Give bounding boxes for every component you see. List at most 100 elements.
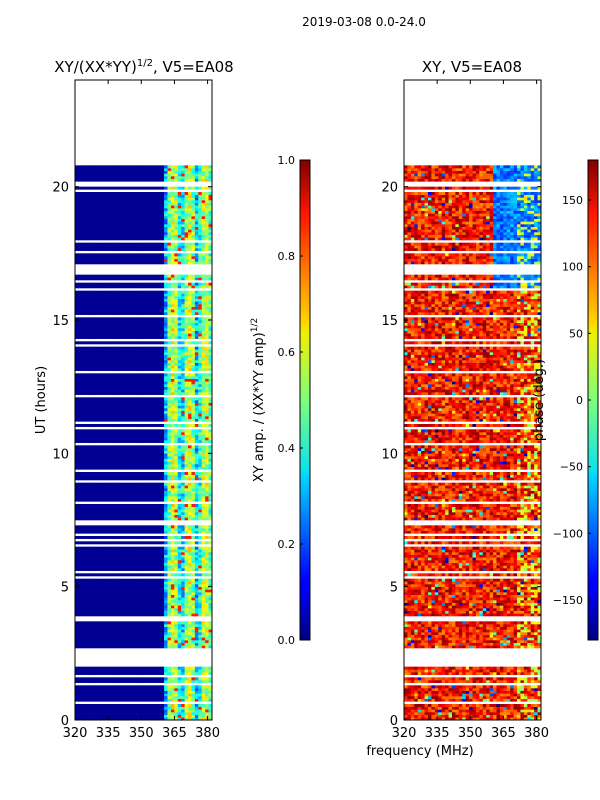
amplitude-cell — [208, 384, 212, 387]
amplitude-cell — [140, 309, 144, 313]
amplitude-cell — [116, 490, 120, 494]
amplitude-cell — [194, 634, 199, 638]
amplitude-cell — [126, 581, 131, 585]
amplitude-cell — [143, 384, 148, 387]
amplitude-cell — [92, 717, 96, 720]
amplitude-cell — [167, 312, 172, 315]
amplitude-cell — [177, 552, 182, 555]
amplitude-cell — [88, 690, 93, 694]
amplitude-cell — [140, 365, 144, 369]
amplitude-cell — [177, 349, 182, 353]
amplitude-cell — [177, 306, 182, 310]
amplitude-cell — [133, 445, 138, 449]
amplitude-cell — [98, 330, 103, 334]
amplitude-cell — [143, 685, 148, 689]
amplitude-cell — [160, 461, 165, 465]
amplitude-cell — [140, 578, 144, 582]
amplitude-cell — [81, 698, 86, 702]
amplitude-cell — [205, 525, 209, 529]
amplitude-cell — [160, 490, 165, 494]
amplitude-cell — [150, 634, 155, 638]
amplitude-cell — [164, 365, 168, 369]
amplitude-cell — [146, 450, 151, 454]
amplitude-cell — [105, 706, 110, 710]
amplitude-cell — [95, 354, 100, 358]
amplitude-cell — [119, 354, 124, 358]
amplitude-cell — [146, 632, 151, 635]
amplitude-cell — [75, 341, 79, 345]
amplitude-cell — [188, 352, 192, 355]
amplitude-cell — [92, 413, 96, 417]
amplitude-cell — [198, 461, 203, 465]
amplitude-cell — [146, 376, 151, 379]
amplitude-cell — [146, 546, 151, 550]
amplitude-cell — [95, 397, 100, 401]
amplitude-cell — [126, 696, 131, 699]
amplitude-cell — [133, 410, 138, 414]
amplitude-cell — [191, 696, 196, 699]
amplitude-cell — [116, 640, 120, 643]
amplitude-cell — [112, 458, 117, 462]
amplitude-cell — [81, 498, 86, 502]
amplitude-cell — [188, 445, 192, 449]
amplitude-cell — [194, 554, 199, 558]
amplitude-cell — [116, 384, 120, 387]
amplitude-cell — [201, 461, 206, 465]
amplitude-cell — [164, 709, 168, 713]
amplitude-cell — [119, 346, 124, 350]
amplitude-cell — [157, 386, 162, 390]
amplitude-cell — [153, 472, 158, 475]
amplitude-cell — [174, 680, 179, 683]
amplitude-cell — [129, 413, 134, 417]
amplitude-cell — [184, 677, 189, 681]
amplitude-cell — [191, 621, 196, 625]
amplitude-cell — [129, 600, 134, 603]
amplitude-cell — [98, 568, 103, 571]
amplitude-cell — [201, 317, 206, 321]
amplitude-cell — [75, 328, 79, 331]
amplitude-cell — [136, 341, 141, 345]
amplitude-cell — [184, 320, 189, 323]
amplitude-cell — [146, 621, 151, 625]
amplitude-cell — [112, 717, 117, 720]
amplitude-cell — [98, 712, 103, 715]
amplitude-cell — [102, 306, 107, 310]
amplitude-cell — [129, 448, 134, 451]
amplitude-cell — [167, 642, 172, 646]
amplitude-cell — [78, 504, 83, 507]
amplitude-cell — [181, 330, 185, 334]
amplitude-cell — [78, 549, 83, 553]
amplitude-cell — [170, 381, 175, 385]
amplitude-cell — [188, 613, 192, 617]
amplitude-cell — [184, 642, 189, 646]
amplitude-cell — [136, 530, 141, 534]
amplitude-cell — [129, 354, 134, 358]
amplitude-cell — [174, 690, 179, 694]
amplitude-cell — [184, 512, 189, 515]
amplitude-cell — [201, 578, 206, 582]
amplitude-cell — [122, 434, 127, 438]
amplitude-cell — [146, 712, 151, 715]
amplitude-cell — [136, 602, 141, 606]
amplitude-cell — [85, 320, 90, 323]
amplitude-cell — [112, 581, 117, 585]
amplitude-cell — [188, 373, 192, 377]
amplitude-cell — [122, 373, 127, 377]
amplitude-cell — [167, 408, 172, 411]
amplitude-cell — [198, 309, 203, 313]
amplitude-cell — [146, 498, 151, 502]
amplitude-cell — [160, 360, 165, 363]
amplitude-cell — [85, 506, 90, 510]
amplitude-cell — [167, 336, 172, 339]
amplitude-cell — [157, 688, 162, 691]
amplitude-cell — [81, 605, 86, 609]
amplitude-cell — [95, 408, 100, 411]
amplitude-cell — [85, 378, 90, 382]
amplitude-cell — [194, 581, 199, 585]
amplitude-cell — [184, 386, 189, 390]
amplitude-cell — [116, 632, 120, 635]
amplitude-cell — [116, 557, 120, 561]
amplitude-cell — [109, 536, 114, 539]
amplitude-cell — [136, 413, 141, 417]
amplitude-cell — [164, 680, 168, 683]
